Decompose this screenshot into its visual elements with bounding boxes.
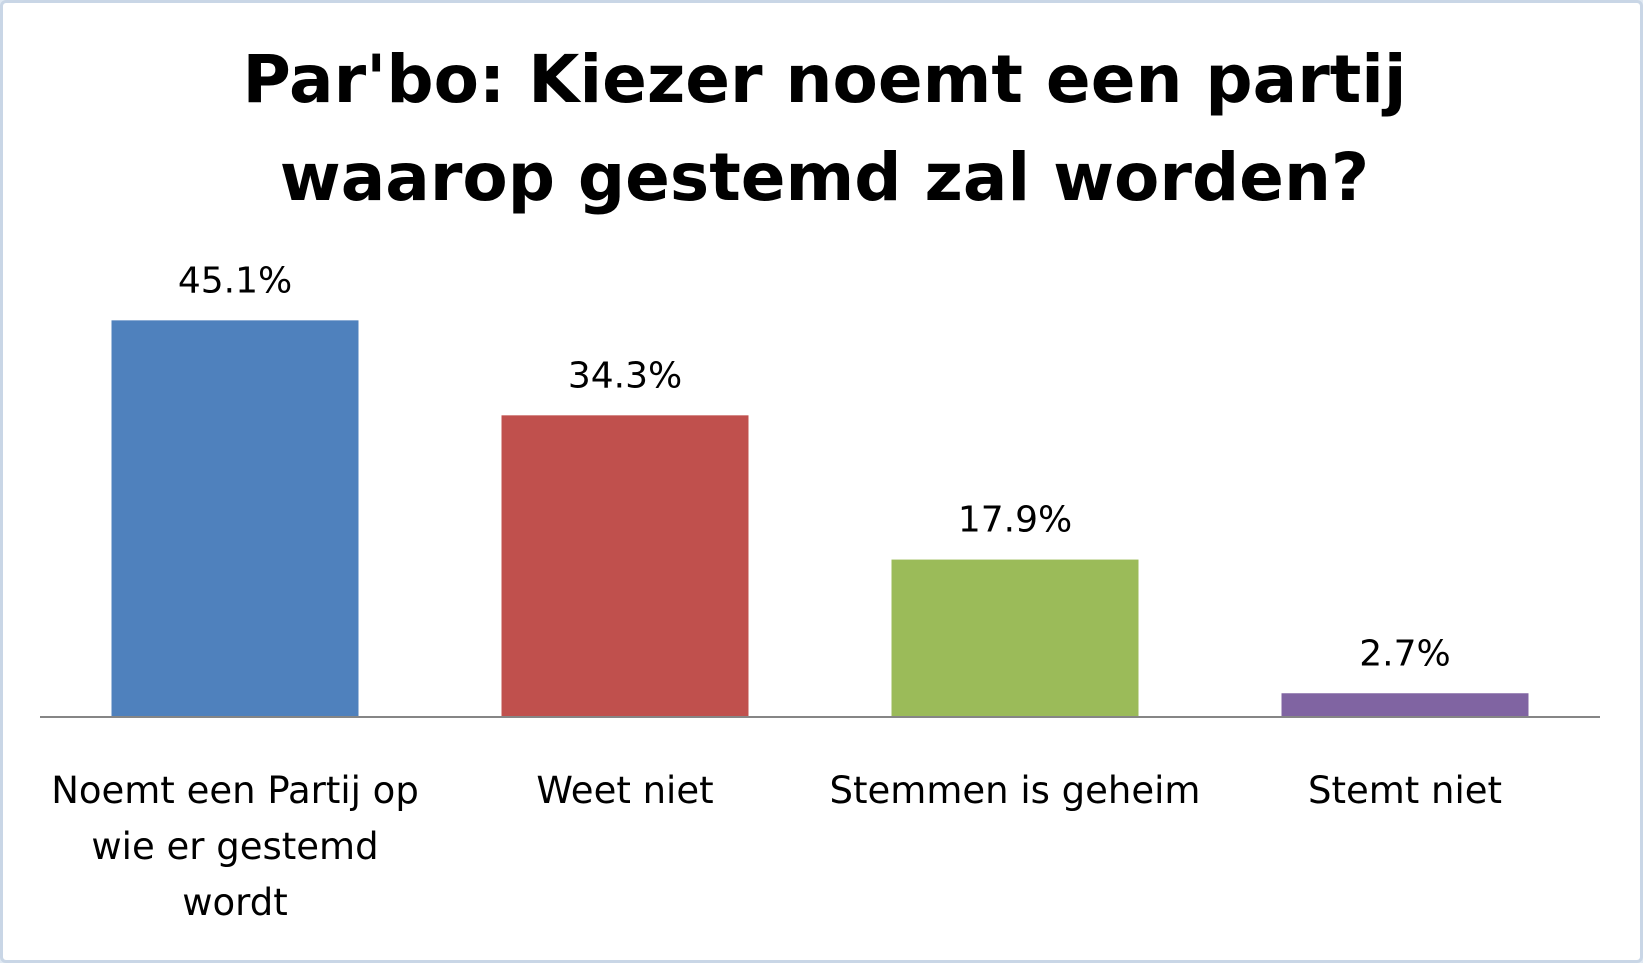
category-label-2-line-1: Weet niet <box>536 769 713 812</box>
data-labels-group: 45.1% 34.3% 17.9% 2.7% <box>178 260 1451 674</box>
bar-4 <box>1281 693 1529 717</box>
category-labels-group: Noemt een Partij op wie er gestemd wordt We… <box>51 769 1502 924</box>
category-label-3-line-1: Stemmen is geheim <box>830 769 1201 812</box>
data-label-3: 17.9% <box>958 500 1072 541</box>
bar-1 <box>111 320 359 717</box>
chart-title: Par'bo: Kiezer noemt een partij waarop g… <box>3 31 1643 227</box>
data-label-2: 34.3% <box>568 355 682 396</box>
category-label-1-line-1: Noemt een Partij op <box>51 769 419 812</box>
bar-3 <box>891 559 1139 717</box>
data-label-4: 2.7% <box>1359 633 1450 674</box>
category-label-4-line-1: Stemt niet <box>1308 769 1502 812</box>
chart-title-line-2: waarop gestemd zal worden? <box>279 139 1370 216</box>
data-label-1: 45.1% <box>178 260 292 301</box>
category-label-1-line-2: wie er gestemd <box>91 825 378 868</box>
chart-title-line-1: Par'bo: Kiezer noemt een partij <box>242 41 1407 118</box>
bar-2 <box>501 415 749 717</box>
bars-group <box>111 320 1529 717</box>
category-label-1-line-3: wordt <box>182 881 287 924</box>
